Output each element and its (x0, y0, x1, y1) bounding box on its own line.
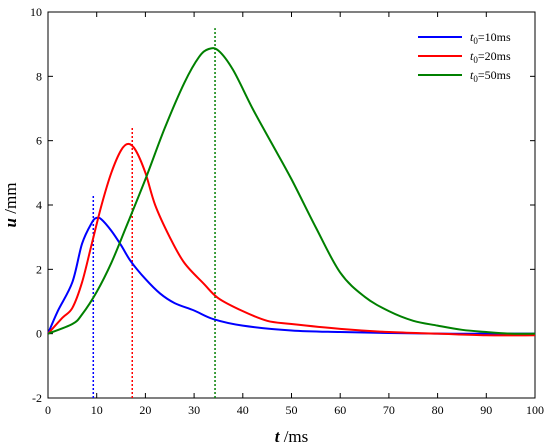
x-tick-label: 30 (188, 403, 200, 417)
legend-entry: t0=50ms (470, 68, 511, 84)
y-axis-label: u /mm (1, 183, 20, 228)
series-line-2 (47, 47, 536, 335)
y-tick-label: 4 (36, 198, 42, 212)
x-tick-label: 50 (286, 403, 298, 417)
legend-entry: t0=10ms (470, 30, 511, 46)
x-tick-label: 20 (139, 403, 151, 417)
y-tick-label: 10 (30, 5, 42, 19)
x-tick-label: 80 (432, 403, 444, 417)
plot-area (47, 11, 536, 399)
y-tick-label: -2 (32, 391, 42, 405)
series-line-0 (47, 216, 535, 335)
x-tick-label: 0 (45, 403, 51, 417)
y-tick-label: 8 (36, 69, 42, 83)
legend: t0=10ms t0=20ms t0=50ms (418, 30, 511, 84)
x-tick-label: 10 (91, 403, 103, 417)
x-tick-label: 60 (334, 403, 346, 417)
x-tick-label: 40 (237, 403, 249, 417)
x-axis-ticks: 0 10 20 30 40 50 60 70 80 90 100 (45, 12, 544, 417)
plot-frame (47, 11, 536, 399)
legend-entry: t0=20ms (470, 49, 511, 65)
x-tick-label: 100 (526, 403, 544, 417)
x-tick-label: 90 (480, 403, 492, 417)
series-line-1 (47, 142, 536, 337)
y-tick-label: 6 (36, 134, 42, 148)
y-tick-label: 2 (36, 262, 42, 276)
peak-markers (92, 28, 216, 398)
x-axis-label: t /ms (275, 427, 309, 446)
y-tick-label: 0 (36, 327, 42, 341)
series-lines (47, 47, 536, 337)
x-tick-label: 70 (383, 403, 395, 417)
y-axis-ticks: -2 0 2 4 6 8 10 (30, 5, 535, 405)
